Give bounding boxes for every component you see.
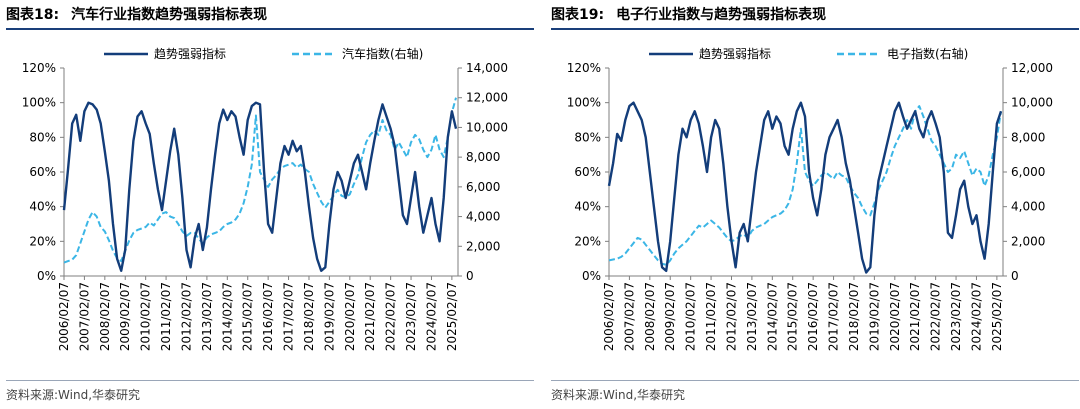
- figure-caption: 汽车行业指数趋势强弱指标表现: [71, 7, 268, 23]
- x-tick-label: 2025/02/07: [445, 282, 459, 351]
- legend-label: 趋势强弱指标: [154, 46, 226, 61]
- source-note: 资料来源:Wind,华泰研究: [6, 388, 141, 402]
- y-right-tick-label: 8,000: [1011, 130, 1045, 144]
- x-tick-label: 2008/02/07: [643, 282, 657, 351]
- y-right-tick-label: 12,000: [1011, 61, 1053, 75]
- legend-label: 汽车指数(右轴): [342, 46, 423, 61]
- x-tick-label: 2022/02/07: [929, 282, 943, 351]
- figure-title: 图表19: 电子行业指数与趋势强弱指标表现: [551, 4, 826, 26]
- x-tick-label: 2006/02/07: [57, 282, 71, 351]
- x-tick-label: 2017/02/07: [282, 282, 296, 351]
- series-strength-line: [62, 101, 458, 273]
- x-tick-label: 2006/02/07: [602, 282, 616, 351]
- x-tick-label: 2014/02/07: [765, 282, 779, 351]
- y-left-tick-label: 120%: [567, 61, 601, 75]
- chart-electronics: 趋势强弱指标 电子指数(右轴) 0% 20% 40% 60% 80% 100% 120% 0 2,0…: [567, 46, 1053, 351]
- x-tick-label: 2018/02/07: [302, 282, 316, 351]
- x-tick-label: 2010/02/07: [684, 282, 698, 351]
- x-tick-label: 2007/02/07: [622, 282, 636, 351]
- y-left-tick-label: 60%: [29, 165, 56, 179]
- x-tick-label: 2017/02/07: [827, 282, 841, 351]
- x-tick-label: 2013/02/07: [745, 282, 759, 351]
- y-right-tick-label: 4,000: [1011, 200, 1045, 214]
- chart-panel-electronics: 图表19: 电子行业指数与趋势强弱指标表现 趋势强弱指标 电子指数(右轴) 0% 20%…: [551, 0, 1079, 409]
- x-tick-label: 2014/02/07: [220, 282, 234, 351]
- y-left-tick-label: 0%: [37, 269, 56, 283]
- y-left-tick-label: 20%: [29, 234, 56, 248]
- y-left-tick-label: 80%: [29, 130, 56, 144]
- figure-label: 图表18:: [6, 7, 60, 23]
- x-tick-label: 2011/02/07: [704, 282, 718, 351]
- x-tick-label: 2010/02/07: [139, 282, 153, 351]
- y-right-tick-label: 2,000: [1011, 234, 1045, 248]
- y-left-tick-label: 100%: [22, 96, 56, 110]
- legend-label: 电子指数(右轴): [887, 46, 968, 61]
- y-right-tick-label: 10,000: [1011, 96, 1053, 110]
- x-tick-label: 2009/02/07: [118, 282, 132, 351]
- title-rule: [551, 28, 1079, 30]
- y-left-tick-label: 100%: [567, 96, 601, 110]
- figure-label: 图表19:: [551, 7, 605, 23]
- x-tick-label: 2022/02/07: [384, 282, 398, 351]
- legend: 趋势强弱指标 汽车指数(右轴): [104, 46, 423, 61]
- x-tick-label: 2012/02/07: [179, 282, 193, 351]
- x-tick-label: 2025/02/07: [990, 282, 1004, 351]
- legend: 趋势强弱指标 电子指数(右轴): [649, 46, 968, 61]
- y-left-tick-label: 40%: [29, 200, 56, 214]
- y-right-tick-label: 12,000: [466, 91, 508, 105]
- series-strength-line: [607, 101, 1003, 274]
- y-right-tick-label: 8,000: [466, 150, 500, 164]
- x-tick-label: 2007/02/07: [77, 282, 91, 351]
- x-tick-label: 2023/02/07: [949, 282, 963, 351]
- y-left-tick-label: 80%: [574, 130, 601, 144]
- y-right-tick-label: 6,000: [466, 180, 500, 194]
- title-rule: [6, 28, 534, 30]
- x-tick-label: 2016/02/07: [806, 282, 820, 351]
- x-tick-label: 2018/02/07: [847, 282, 861, 351]
- x-tick-label: 2020/02/07: [888, 282, 902, 351]
- x-tick-label: 2008/02/07: [98, 282, 112, 351]
- x-tick-label: 2012/02/07: [724, 282, 738, 351]
- y-right-tick-label: 0: [1011, 269, 1019, 283]
- x-tick-label: 2019/02/07: [867, 282, 881, 351]
- x-tick-label: 2015/02/07: [786, 282, 800, 351]
- y-left-tick-label: 0%: [582, 269, 601, 283]
- series-index-line: [608, 105, 1002, 266]
- x-tick-label: 2020/02/07: [343, 282, 357, 351]
- y-left-tick-label: 120%: [22, 61, 56, 75]
- footer-rule: [551, 380, 1079, 381]
- legend-label: 趋势强弱指标: [699, 46, 771, 61]
- y-right-tick-label: 2,000: [466, 239, 500, 253]
- y-right-tick-label: 14,000: [466, 61, 508, 75]
- figure-caption: 电子行业指数与趋势强弱指标表现: [616, 7, 827, 23]
- series-index-line: [63, 97, 457, 264]
- x-tick-label: 2021/02/07: [363, 282, 377, 351]
- x-tick-label: 2013/02/07: [200, 282, 214, 351]
- x-tick-label: 2024/02/07: [424, 282, 438, 351]
- y-right-tick-label: 10,000: [466, 120, 508, 134]
- chart-automotive: 趋势强弱指标 汽车指数(右轴) 0% 20% 40% 60% 80% 100% 120% 0 2,0…: [22, 46, 508, 351]
- chart-panel-auto: 图表18: 汽车行业指数趋势强弱指标表现 趋势强弱指标 汽车指数(右轴) 0% 20% 4…: [6, 0, 534, 409]
- source-note: 资料来源:Wind,华泰研究: [551, 388, 686, 402]
- y-right-tick-label: 4,000: [466, 210, 500, 224]
- y-right-tick-label: 0: [466, 269, 474, 283]
- x-tick-label: 2016/02/07: [261, 282, 275, 351]
- y-left-tick-label: 20%: [574, 234, 601, 248]
- y-left-tick-label: 40%: [574, 200, 601, 214]
- footer-rule: [6, 380, 534, 381]
- x-tick-label: 2015/02/07: [241, 282, 255, 351]
- x-tick-label: 2019/02/07: [322, 282, 336, 351]
- x-tick-label: 2021/02/07: [908, 282, 922, 351]
- x-tick-label: 2009/02/07: [663, 282, 677, 351]
- y-right-tick-label: 6,000: [1011, 165, 1045, 179]
- figure-title: 图表18: 汽车行业指数趋势强弱指标表现: [6, 4, 267, 26]
- y-left-tick-label: 60%: [574, 165, 601, 179]
- x-tick-label: 2023/02/07: [404, 282, 418, 351]
- x-tick-label: 2024/02/07: [969, 282, 983, 351]
- x-tick-label: 2011/02/07: [159, 282, 173, 351]
